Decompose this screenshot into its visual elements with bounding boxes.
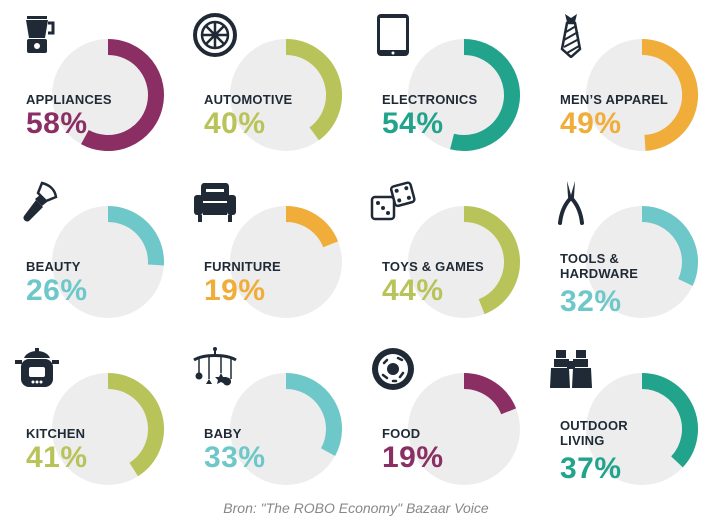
category-value: 19% bbox=[382, 441, 444, 474]
donut-ring bbox=[230, 206, 342, 318]
armchair-icon bbox=[192, 179, 238, 225]
category-food: FOOD 19% bbox=[356, 334, 534, 499]
donut-arc bbox=[81, 39, 164, 151]
category-furniture: FURNITURE 19% bbox=[178, 167, 356, 332]
donut-arc bbox=[285, 39, 342, 141]
donut-arc bbox=[641, 373, 698, 468]
donut-track bbox=[408, 373, 520, 485]
donut-ring bbox=[52, 206, 164, 318]
donut-ring bbox=[230, 39, 342, 151]
donut-ring bbox=[586, 206, 698, 318]
category-label: BABY bbox=[204, 426, 242, 441]
blender-icon bbox=[14, 12, 60, 58]
category-label: ELECTRONICS bbox=[382, 92, 478, 107]
makeup-brush-icon bbox=[14, 179, 60, 225]
category-value: 26% bbox=[26, 274, 88, 307]
donut-track bbox=[586, 39, 698, 151]
category-value: 58% bbox=[26, 107, 88, 140]
donut-track bbox=[52, 206, 164, 318]
source-caption: Bron: "The ROBO Economy" Bazaar Voice bbox=[223, 500, 489, 516]
donut-track bbox=[230, 373, 342, 485]
donut-icon bbox=[370, 346, 416, 392]
category-label: MEN’S APPAREL bbox=[560, 92, 669, 107]
donut-arc bbox=[463, 373, 517, 415]
donut-arc bbox=[285, 206, 339, 248]
category-tools-hardware: TOOLS & HARDWARE 32% bbox=[534, 167, 712, 332]
donut-arc bbox=[450, 39, 520, 151]
donut-chart-grid: APPLIANCES 58% AUTOMOTIVE 40% ELECTRONICS 54%… bbox=[0, 0, 712, 499]
donut-track bbox=[586, 373, 698, 485]
donut-ring bbox=[52, 39, 164, 151]
category-value: 54% bbox=[382, 107, 444, 140]
donut-arc bbox=[641, 39, 699, 151]
category-value: 49% bbox=[560, 107, 622, 140]
category-value: 37% bbox=[560, 452, 622, 485]
category-kitchen: KITCHEN 41% bbox=[0, 334, 178, 499]
donut-arc bbox=[463, 206, 520, 315]
baby-mobile-icon bbox=[192, 346, 238, 392]
category-label: KITCHEN bbox=[26, 426, 86, 441]
donut-track bbox=[586, 206, 698, 318]
donut-track bbox=[52, 39, 164, 151]
donut-ring bbox=[586, 373, 698, 485]
donut-track bbox=[408, 39, 520, 151]
category-label: TOYS & GAMES bbox=[382, 259, 484, 274]
dice-icon bbox=[370, 179, 416, 225]
category-baby: BABY 33% bbox=[178, 334, 356, 499]
donut-track bbox=[52, 373, 164, 485]
donut-ring bbox=[408, 206, 520, 318]
category-automotive: AUTOMOTIVE 40% bbox=[178, 0, 356, 165]
donut-track bbox=[230, 206, 342, 318]
category-label: BEAUTY bbox=[26, 259, 81, 274]
category-value: 33% bbox=[204, 441, 266, 474]
category-electronics: ELECTRONICS 54% bbox=[356, 0, 534, 165]
category-label: FOOD bbox=[382, 426, 421, 441]
category-label: TOOLS & HARDWARE bbox=[560, 251, 639, 281]
category-men-s-apparel: MEN’S APPAREL 49% bbox=[534, 0, 712, 165]
category-value: 44% bbox=[382, 274, 444, 307]
category-appliances: APPLIANCES 58% bbox=[0, 0, 178, 165]
tire-icon bbox=[192, 12, 238, 58]
pliers-icon bbox=[548, 179, 594, 225]
donut-arc bbox=[285, 373, 342, 456]
category-outdoor-living: OUTDOOR LIVING 37% bbox=[534, 334, 712, 499]
binoculars-icon bbox=[548, 346, 594, 392]
necktie-icon bbox=[548, 12, 594, 59]
category-value: 40% bbox=[204, 107, 266, 140]
category-value: 19% bbox=[204, 274, 266, 307]
category-label: FURNITURE bbox=[204, 259, 281, 274]
donut-ring bbox=[586, 39, 699, 151]
donut-track bbox=[230, 39, 342, 151]
category-beauty: BEAUTY 26% bbox=[0, 167, 178, 332]
category-value: 41% bbox=[26, 441, 88, 474]
donut-track bbox=[408, 206, 520, 318]
category-toys-games: TOYS & GAMES 44% bbox=[356, 167, 534, 332]
donut-ring bbox=[408, 373, 520, 485]
donut-arc bbox=[107, 373, 164, 477]
category-label: APPLIANCES bbox=[26, 92, 112, 107]
donut-ring bbox=[408, 39, 520, 151]
donut-arc bbox=[641, 206, 698, 286]
tablet-icon bbox=[370, 12, 416, 58]
category-label: OUTDOOR LIVING bbox=[560, 418, 628, 448]
donut-ring bbox=[52, 373, 164, 485]
donut-ring bbox=[230, 373, 342, 485]
cooking-pot-icon bbox=[14, 346, 60, 392]
donut-arc bbox=[107, 206, 164, 266]
category-label: AUTOMOTIVE bbox=[204, 92, 293, 107]
category-value: 32% bbox=[560, 285, 622, 318]
